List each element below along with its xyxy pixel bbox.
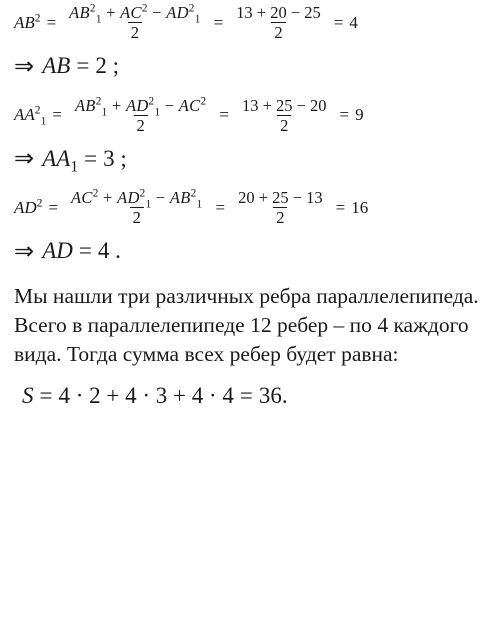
equals-sign: = (79, 238, 92, 264)
eq2-rhs: 9 (355, 105, 364, 125)
eq2-lhs: AA21 (14, 105, 46, 125)
eq3-frac2: 20 + 25 − 13 2 (235, 189, 326, 227)
eq3-result: ⇒ AD = 4 . (14, 237, 486, 266)
equals-sign: = (240, 383, 253, 409)
final-var: S (22, 383, 34, 409)
eq1-rhs: 4 (349, 13, 358, 33)
equals-sign: = (214, 13, 224, 33)
equals-sign: = (334, 13, 344, 33)
eq1-frac2: 13 + 20 − 25 2 (233, 4, 324, 42)
equals-sign: = (40, 383, 53, 409)
eq2-frac2: 13 + 25 − 20 2 (239, 97, 330, 135)
equals-sign: = (48, 198, 58, 218)
implies-arrow: ⇒ (14, 144, 34, 173)
eq1-result-val: 2 (95, 53, 107, 79)
eq2-result: ⇒ AA1 = 3 ; (14, 144, 486, 173)
implies-arrow: ⇒ (14, 237, 34, 266)
eq1-frac1: AB21 + AC2 − AD21 2 (66, 4, 203, 42)
para-part-b: ребер – по (272, 313, 378, 337)
eq3-result-var: AD (42, 238, 73, 264)
eq1-result: ⇒ AB = 2 ; (14, 52, 486, 81)
para-num-4: 4 (377, 313, 388, 337)
eq3-result-val: 4 (98, 238, 110, 264)
equation-3: AD2 = AC2 + AD21 − AB21 2 = 20 + 25 − 13… (14, 189, 486, 227)
implies-arrow: ⇒ (14, 52, 34, 81)
equals-sign: = (76, 53, 89, 79)
para-num-12: 12 (250, 313, 272, 337)
equals-sign: = (219, 105, 229, 125)
explanation-paragraph: Мы нашли три различных ребра параллелепи… (14, 282, 486, 369)
eq1-lhs: AB2 (14, 13, 41, 33)
equals-sign: = (84, 146, 97, 172)
equation-1: AB2 = AB21 + AC2 − AD21 2 = 13 + 20 − 25… (14, 4, 486, 42)
eq3-lhs: AD2 (14, 198, 42, 218)
equals-sign: = (52, 105, 62, 125)
final-val: 36 (259, 383, 282, 409)
eq3-frac1: AC2 + AD21 − AB21 2 (68, 189, 205, 227)
eq2-frac1: AB21 + AD21 − AC2 2 (72, 97, 209, 135)
eq1-result-var: AB (42, 53, 70, 79)
equals-sign: = (336, 198, 346, 218)
period: . (282, 383, 288, 409)
eq2-result-var: AA1 (42, 146, 78, 172)
final-expr: 4 · 2 + 4 · 3 + 4 · 4 (58, 383, 233, 409)
equals-sign: = (340, 105, 350, 125)
eq3-rhs: 16 (351, 198, 368, 218)
equals-sign: = (215, 198, 225, 218)
equation-2: AA21 = AB21 + AD21 − AC2 2 = 13 + 25 − 2… (14, 97, 486, 135)
equals-sign: = (47, 13, 57, 33)
final-equation: S = 4 · 2 + 4 · 3 + 4 · 4 = 36. (14, 383, 486, 409)
eq2-result-val: 3 (103, 146, 115, 172)
